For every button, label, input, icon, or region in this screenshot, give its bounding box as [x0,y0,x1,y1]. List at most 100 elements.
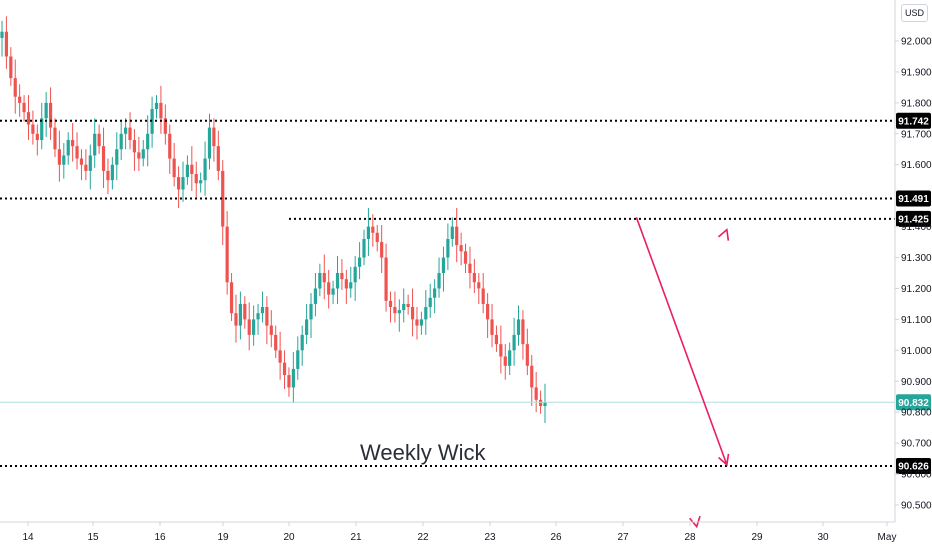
price-tick-label: 90.800 [901,408,932,419]
candle-body [53,127,57,150]
candle-body [344,279,348,289]
candle-body [340,273,344,280]
candle-body [525,344,529,366]
price-tick-label: 91.800 [901,98,932,109]
candle-body [543,402,547,407]
candle-body [168,133,172,159]
levels-group: 91.742 91.491 91.425 90.626 90.832 [0,112,931,475]
candle-body [40,118,44,140]
price-tick-label: 91.200 [901,284,932,295]
candle-body [48,102,53,128]
candle-body [318,273,322,289]
price-tick-label: 90.700 [901,439,932,450]
candle-body [265,307,269,326]
candle-body [234,313,238,326]
candle-body [172,158,176,178]
time-tick-label: 20 [283,532,295,543]
candle-body [256,313,260,320]
candle-body [18,96,22,103]
candle-body [176,177,181,190]
candle-body [428,297,432,308]
candle-body [327,282,331,295]
time-tick-label: 15 [87,532,99,543]
level-badge [896,458,931,475]
candle-body [212,127,216,147]
level-badge-label: 90.626 [898,462,929,473]
candle-body [274,334,278,351]
candle-body [203,158,207,181]
candle-body [252,319,256,335]
candle-body [313,288,318,304]
candle-body [419,319,423,326]
candle-body [481,288,485,304]
candle-body [380,242,384,258]
candle-body [88,155,92,171]
candle-body [362,238,366,258]
time-tick-label: 22 [417,532,429,543]
candle-body [243,303,247,320]
candle-body [84,164,88,171]
candle-body [287,375,291,388]
time-tick-label: 19 [217,532,229,543]
candle-body [349,282,353,289]
candle-body [119,133,123,150]
candle-body [141,149,145,159]
axes-group: 92.000 91.900 91.800 91.700 91.600 91.400 91.3… [0,0,932,543]
candle-body [463,251,468,264]
candle-body [375,232,379,243]
candle-body [225,226,229,283]
candle-body [521,319,525,345]
level-badge [896,190,931,207]
candle-body [163,118,167,134]
candle-body [4,31,9,57]
candle-body [132,139,137,153]
price-tick-label: 91.100 [901,315,932,326]
candle-body [322,273,326,283]
candle-body [150,109,154,134]
candle-body [508,350,512,366]
candle-body [415,319,419,326]
current-price-badge [896,394,931,411]
candle-body [282,362,287,376]
candle-body [66,139,70,156]
projection-group [635,217,730,529]
candle-body [406,303,410,308]
candle-body [13,78,17,97]
level-badge-label: 91.491 [898,194,929,205]
candle-body [388,300,393,308]
candle-body [468,263,472,273]
candle-body [199,180,203,184]
candle-body [146,133,150,150]
current-price-label: 90.832 [898,398,929,409]
candle-body [450,226,454,239]
candle-body [437,273,441,289]
candle-body [291,368,295,388]
candle-body [455,226,459,246]
price-tick-label: 91.900 [901,67,932,78]
candle-body [534,387,538,400]
candle-body [26,112,31,125]
candle-body [128,127,132,140]
candle-body [446,238,450,258]
candle-body [269,325,273,335]
candle-body [353,266,357,283]
time-tick-label: 28 [684,532,696,543]
candle-body [530,365,534,388]
candle-body [296,350,300,369]
candle-body [331,288,335,295]
candle-body [335,273,340,289]
price-tick-label: 90.600 [901,470,932,481]
time-tick-label: 14 [22,532,34,543]
candle-body [247,319,251,335]
candle-body [9,56,13,79]
candle-body [278,350,282,363]
price-tick-label: 90.500 [901,501,932,512]
price-tick-label: 91.300 [901,253,932,264]
candle-body [35,133,39,140]
level-badge-label: 91.425 [898,214,929,225]
candle-body [260,307,265,314]
candle-body [402,303,406,311]
currency-button[interactable]: USD [901,4,929,22]
